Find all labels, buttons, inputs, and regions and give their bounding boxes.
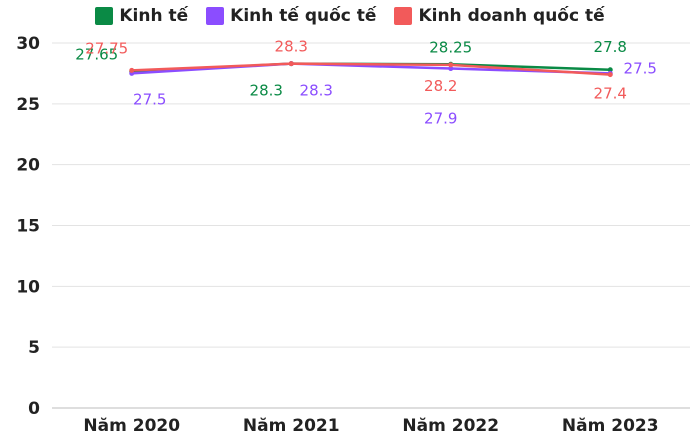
legend-item-kinh-te-quoc-te: Kinh tế quốc tế (206, 6, 376, 26)
legend-item-kinh-te: Kinh tế (95, 6, 188, 26)
data-label: 27.9 (424, 110, 457, 128)
x-tick-label: Năm 2022 (402, 416, 499, 436)
chart-legend: Kinh tế Kinh tế quốc tế Kinh doanh quốc … (0, 6, 700, 26)
y-tick-label: 30 (16, 34, 40, 54)
data-point (448, 62, 454, 68)
data-label: 27.5 (624, 59, 657, 77)
x-tick-label: Năm 2021 (243, 416, 340, 436)
y-tick-label: 25 (16, 95, 40, 115)
data-label: 27.75 (85, 39, 128, 57)
data-label: 28.3 (250, 82, 283, 100)
legend-label-kinh-doanh-quoc-te: Kinh doanh quốc tế (418, 6, 605, 26)
data-label: 27.8 (594, 38, 627, 56)
data-point (607, 72, 613, 78)
data-point (288, 61, 294, 67)
legend-swatch-kinh-doanh-quoc-te (394, 7, 413, 25)
x-tick-label: Năm 2020 (83, 416, 180, 436)
data-label: 27.65 (75, 46, 118, 64)
data-point (129, 67, 135, 73)
legend-swatch-kinh-te-quoc-te (206, 7, 225, 25)
legend-label-kinh-te: Kinh tế (119, 6, 189, 26)
y-tick-label: 15 (16, 217, 40, 237)
y-tick-label: 20 (16, 156, 40, 176)
data-label: 28.3 (275, 38, 308, 56)
y-tick-label: 5 (28, 338, 40, 358)
data-point (448, 66, 454, 72)
data-label: 28.2 (424, 77, 457, 95)
y-tick-label: 10 (16, 277, 40, 297)
series-line-2 (131, 62, 611, 76)
legend-label-kinh-te-quoc-te: Kinh tế quốc tế (230, 6, 377, 26)
legend-swatch-kinh-te (95, 7, 114, 25)
y-tick-label: 0 (28, 399, 40, 419)
data-label: 28.3 (300, 82, 333, 100)
data-point (607, 67, 613, 73)
data-label: 27.4 (594, 85, 627, 103)
x-tick-label: Năm 2023 (562, 416, 659, 436)
data-label: 28.25 (429, 38, 472, 56)
data-label: 27.5 (133, 90, 166, 108)
legend-item-kinh-doanh-quoc-te: Kinh doanh quốc tế (394, 6, 605, 26)
